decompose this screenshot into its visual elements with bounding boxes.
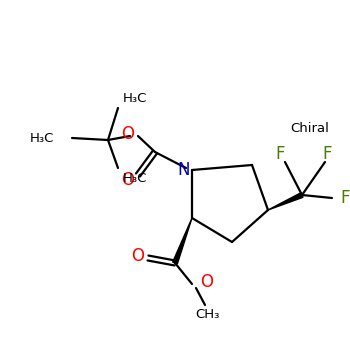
Text: O: O (121, 171, 134, 189)
Text: O: O (121, 125, 134, 143)
Text: O: O (200, 273, 213, 291)
Polygon shape (173, 218, 192, 264)
Polygon shape (268, 193, 303, 210)
Text: N: N (178, 161, 190, 179)
Text: Chiral: Chiral (290, 121, 329, 134)
Text: O: O (132, 247, 145, 265)
Text: H₃C: H₃C (123, 91, 147, 105)
Text: H₃C: H₃C (30, 132, 54, 145)
Text: CH₃: CH₃ (195, 308, 219, 322)
Text: F: F (340, 189, 350, 207)
Text: H₃C: H₃C (123, 172, 147, 184)
Text: F: F (322, 145, 332, 163)
Text: F: F (275, 145, 285, 163)
